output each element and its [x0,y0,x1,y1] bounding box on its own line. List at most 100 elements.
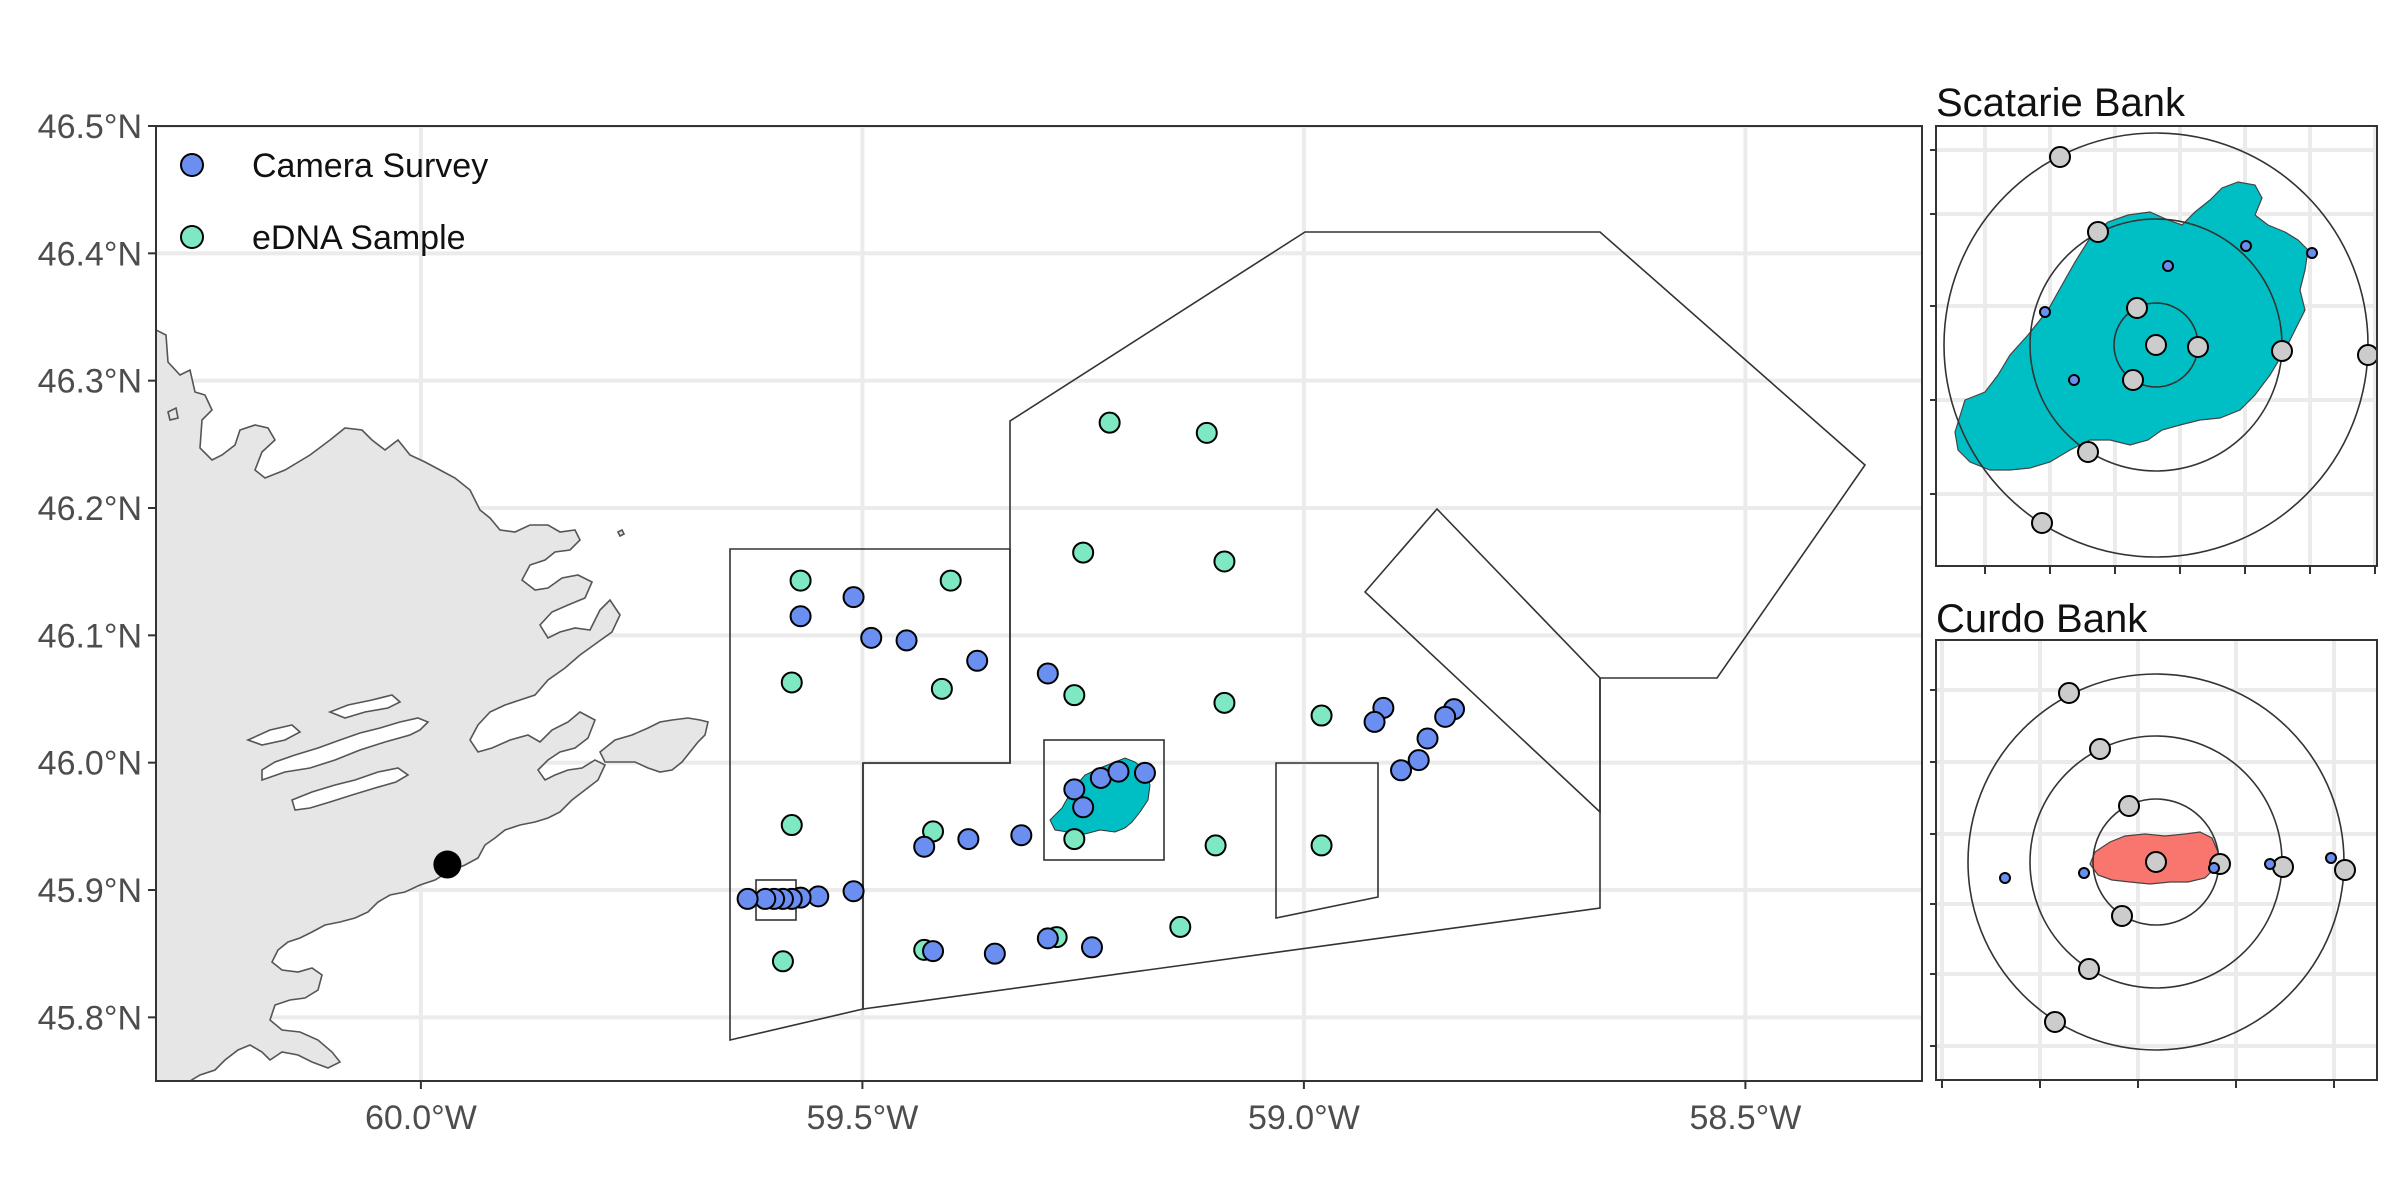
legend-camera-label: Camera Survey [252,147,488,185]
x-tick-label: 59.5°W [806,1099,918,1137]
curdo-inset-ticks [1930,689,2335,1088]
curdo-bank-inset: Curdo Bank [1930,597,2378,1088]
legend-camera-key [180,153,204,177]
curdo-point [2078,958,2100,980]
land-island-east [598,717,709,773]
curdo-point [2111,905,2133,927]
edna-sample-point [771,950,794,973]
curdo-inset-content [1936,640,2377,1080]
scatarie-camera-point [2068,374,2080,386]
scatarie-bank-inset: Scatarie Bank [1930,81,2378,574]
x-tick-label: 58.5°W [1689,1099,1801,1137]
camera-survey-point [789,605,812,628]
scatarie-point [2357,344,2377,366]
scatarie-inset-border [1935,125,2378,567]
camera-survey-point [1416,727,1439,750]
edna-sample-point [1072,541,1095,564]
scatarie-point [2049,146,2071,168]
camera-survey-point [1434,705,1457,728]
camera-survey-point [1080,936,1103,959]
scatarie-point [2126,297,2148,319]
scatarie-point [2145,334,2167,356]
scatarie-point [2087,221,2109,243]
station-marker [433,850,462,879]
edna-sample-point [1213,691,1236,714]
scatarie-points [2031,146,2377,534]
edna-sample-point [1063,684,1086,707]
edna-sample-point [930,677,953,700]
scatarie-point [2187,336,2209,358]
scatarie-camera-point [2162,260,2174,272]
scatarie-point [2031,512,2053,534]
land-islet-1 [616,528,626,538]
y-tick-label: 46.3°N [38,363,142,401]
camera-survey-point [957,828,980,851]
camera-survey-point [922,940,945,963]
camera-survey-point [1036,927,1059,950]
survey-box-center [1275,762,1379,919]
edna-sample-point [789,569,812,592]
main-map-border [155,125,1923,1082]
camera-survey-point [983,942,1006,965]
camera-survey-point [1407,749,1430,772]
x-tick-label: 59.0°W [1248,1099,1360,1137]
lake-bras-dor [245,694,430,811]
y-tick-label: 46.5°N [38,108,142,146]
curdo-point [2334,859,2356,881]
edna-sample-point [1213,550,1236,573]
edna-sample-point [780,814,803,837]
camera-survey-point [1133,761,1156,784]
curdo-point [2145,851,2167,873]
curdo-camera-point [2208,862,2220,874]
x-axis: 60.0°W 59.5°W 59.0°W 58.5°W [365,1081,1801,1137]
scatarie-camera-point [2306,247,2318,259]
land-islet-2 [167,406,179,421]
scatarie-camera-point [2240,240,2252,252]
edna-sample-point [1310,834,1333,857]
camera-survey-point [1036,662,1059,685]
scatarie-point [2122,369,2144,391]
scatarie-bank-title: Scatarie Bank [1936,81,2186,125]
edna-sample-point [1204,834,1227,857]
camera-survey-point [913,835,936,858]
edna-sample-point [1195,421,1218,444]
survey-area-diagonal [1363,507,1601,814]
sample-points [433,411,1466,973]
y-tick-label: 45.9°N [38,872,142,910]
camera-survey-point [1010,824,1033,847]
curdo-camera-point [1999,872,2011,884]
curdo-camera-point [2325,852,2337,864]
camera-survey-point [842,586,865,609]
curdo-point [2272,856,2294,878]
camera-survey-point [966,649,989,672]
main-map-panel: 60.0°W 59.5°W 59.0°W 58.5°W 45.8°N 45.9°N 46.… [38,108,1923,1137]
scatarie-inset-ticks [1930,149,2376,574]
curdo-points [1999,682,2356,1033]
scatarie-point [2077,441,2099,463]
camera-survey-point [1107,760,1130,783]
curdo-point [2044,1011,2066,1033]
y-tick-label: 45.8°N [38,999,142,1037]
y-axis: 45.8°N 45.9°N 46.0°N 46.1°N 46.2°N 46.3°N 46.4… [38,108,156,1037]
edna-sample-point [1310,704,1333,727]
camera-survey-point [1363,710,1386,733]
curdo-point [2058,682,2080,704]
edna-sample-point [780,671,803,694]
y-tick-label: 46.2°N [38,490,142,528]
curdo-point [2118,795,2140,817]
y-tick-label: 46.1°N [38,617,142,655]
edna-sample-point [1063,828,1086,851]
curdo-bank-title: Curdo Bank [1936,597,2148,641]
y-tick-label: 46.0°N [38,745,142,783]
camera-survey-point [895,629,918,652]
curdo-inset-border [1935,639,2378,1081]
y-tick-label: 46.4°N [38,235,142,273]
legend-edna-label: eDNA Sample [252,219,466,257]
x-tick-label: 60.0°W [365,1099,477,1137]
curdo-camera-point [2078,867,2090,879]
camera-survey-point [842,880,865,903]
camera-survey-point [736,887,759,910]
scatarie-inset-content [1936,126,2377,566]
edna-sample-point [939,569,962,592]
